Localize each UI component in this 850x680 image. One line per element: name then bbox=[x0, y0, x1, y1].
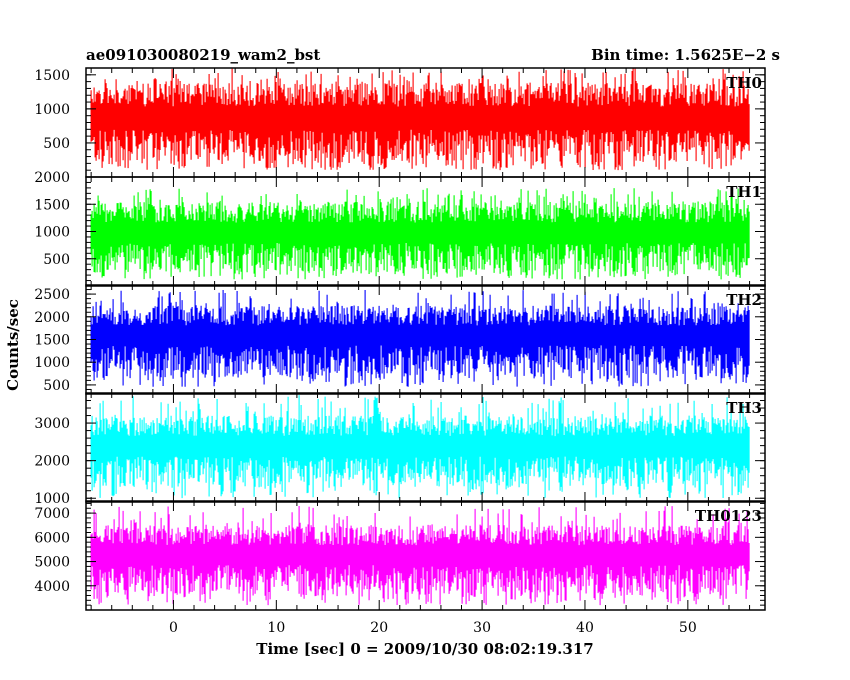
y-tick-label: 2500 bbox=[34, 287, 70, 303]
x-tick-label: 0 bbox=[169, 620, 178, 636]
chart-subtitle: Bin time: 1.5625E−2 s bbox=[591, 46, 780, 64]
x-tick-label: 40 bbox=[576, 620, 594, 636]
panel-label: TH0123 bbox=[695, 507, 762, 525]
x-tick-label: 50 bbox=[679, 620, 697, 636]
y-tick-label: 500 bbox=[43, 252, 70, 268]
y-tick-label: 2000 bbox=[34, 310, 70, 326]
series-th1 bbox=[90, 188, 750, 280]
series-th3 bbox=[90, 395, 750, 499]
y-tick-label: 1500 bbox=[34, 197, 70, 213]
series-th0123 bbox=[90, 506, 750, 606]
x-axis-label: Time [sec] 0 = 2009/10/30 08:02:19.317 bbox=[256, 640, 593, 658]
panel-th3: 1000 2000 3000 TH3 bbox=[34, 392, 766, 507]
x-tick-label: 10 bbox=[267, 620, 285, 636]
x-tick-label: 30 bbox=[473, 620, 491, 636]
y-tick-label: 6000 bbox=[34, 530, 70, 546]
series-th2 bbox=[90, 290, 750, 387]
y-tick-label: 1000 bbox=[34, 225, 70, 241]
y-tick-label: 7000 bbox=[34, 506, 70, 522]
y-tick-label: 3000 bbox=[34, 416, 70, 432]
panel-label: TH1 bbox=[726, 183, 762, 201]
panel-frame bbox=[85, 392, 766, 503]
panel-th1: 500 1000 1500 2000 TH1 bbox=[34, 170, 766, 287]
y-tick-label: 500 bbox=[43, 136, 70, 152]
y-tick-label: 500 bbox=[43, 378, 70, 394]
y-tick-label: 2000 bbox=[34, 170, 70, 186]
x-tick-label: 20 bbox=[370, 620, 388, 636]
panel-th0123: 4000 5000 6000 7000 TH0123 bbox=[34, 500, 766, 611]
y-tick-label: 1000 bbox=[34, 355, 70, 371]
panel-th2: 500 1000 1500 2000 2500 TH2 bbox=[34, 284, 766, 395]
chart-title: ae091030080219_wam2_bst bbox=[86, 46, 320, 64]
y-tick-label: 1000 bbox=[34, 491, 70, 507]
panel-label: TH3 bbox=[726, 399, 762, 417]
panel-label: TH0 bbox=[726, 74, 762, 92]
y-tick-label: 1500 bbox=[34, 68, 70, 84]
panel-frame bbox=[85, 500, 766, 611]
y-tick-label: 4000 bbox=[34, 579, 70, 595]
y-tick-label: 2000 bbox=[34, 454, 70, 470]
y-tick-label: 1000 bbox=[34, 102, 70, 118]
y-tick-label: 5000 bbox=[34, 555, 70, 571]
y-tick-label: 1500 bbox=[34, 333, 70, 349]
y-axis-label: Counts/sec bbox=[4, 299, 22, 391]
panel-label: TH2 bbox=[726, 291, 762, 309]
panel-th0: 500 1000 1500 TH0 bbox=[34, 67, 766, 178]
series-th0 bbox=[90, 68, 750, 171]
